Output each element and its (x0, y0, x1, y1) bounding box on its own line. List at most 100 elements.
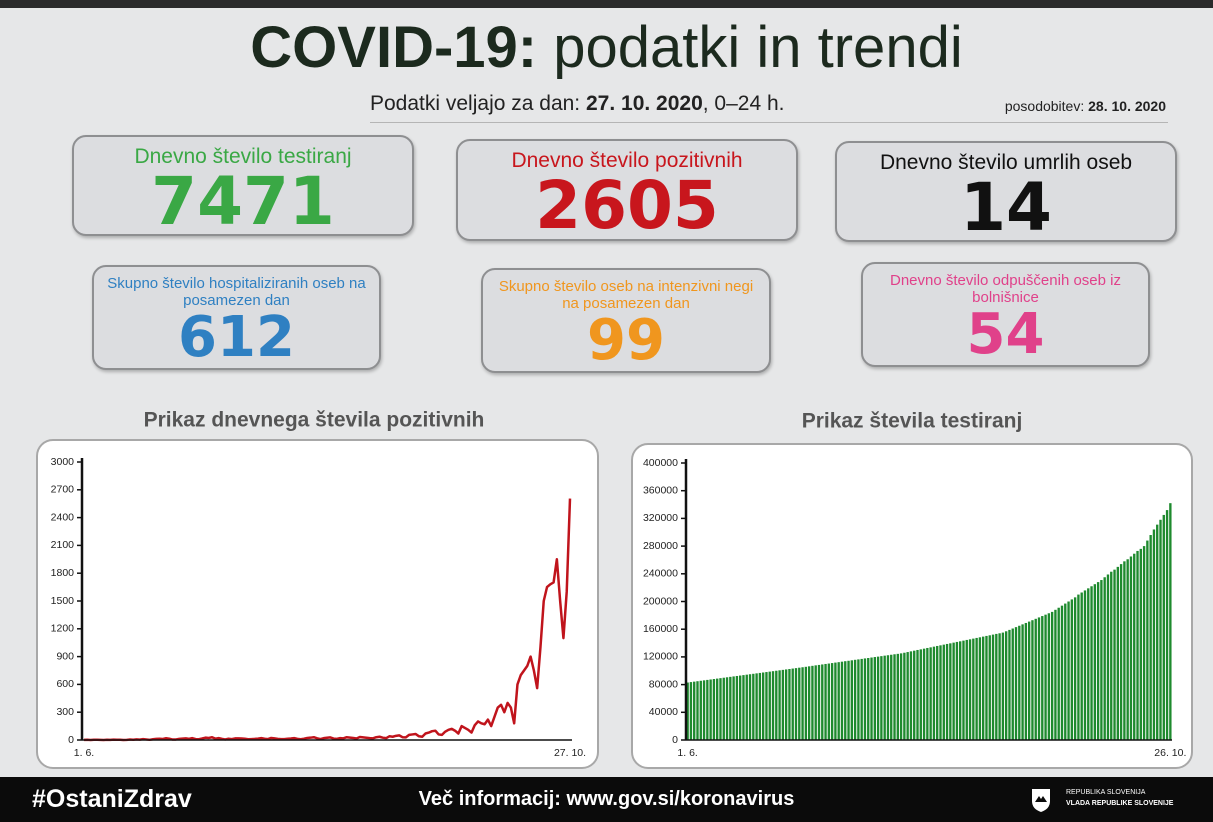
stat-card: Dnevno število testiranj 7471 (72, 135, 414, 236)
bar (706, 679, 709, 740)
stat-label: Skupno število oseb na intenzivni negi n… (498, 278, 754, 313)
bar (873, 657, 876, 740)
bar (1093, 584, 1097, 740)
bar (1037, 617, 1041, 740)
bar (1119, 564, 1123, 740)
bar (1064, 603, 1067, 740)
bar (1027, 621, 1031, 740)
stat-card: Dnevno število pozitivnih 2605 (456, 139, 798, 241)
bar (1087, 588, 1090, 740)
bar (781, 669, 785, 740)
subtitle-prefix: Podatki veljajo za dan: (370, 92, 581, 115)
footer: #OstaniZdrav Več informacij: www.gov.si/… (0, 777, 1213, 822)
y-tick-label: 2700 (51, 484, 75, 496)
bar (844, 661, 847, 740)
bar (739, 675, 742, 740)
bar (1077, 594, 1080, 740)
bar (784, 669, 788, 740)
bar (1152, 529, 1156, 740)
bar (1103, 577, 1106, 740)
bar (903, 652, 906, 740)
y-tick-label: 360000 (643, 484, 678, 496)
bar (919, 649, 922, 740)
bar (985, 635, 988, 740)
title-rest: podatki in trendi (553, 15, 963, 80)
bar (716, 678, 719, 740)
bar (768, 671, 771, 740)
y-tick-label: 400000 (643, 457, 678, 469)
y-tick-label: 2400 (51, 511, 75, 523)
bar (758, 672, 762, 740)
bar (1133, 553, 1136, 740)
bar (1110, 571, 1113, 740)
y-tick-label: 900 (56, 650, 74, 662)
bar (932, 646, 936, 740)
y-tick-label: 160000 (643, 623, 678, 635)
stat-card: Skupno število hospitaliziranih oseb na … (92, 265, 381, 370)
bar (893, 654, 896, 740)
bar (722, 677, 725, 740)
bar (1083, 590, 1087, 740)
bar (1021, 624, 1024, 740)
chart-title: Prikaz števila testiranj (802, 410, 1023, 433)
bar (817, 664, 821, 740)
bar (1073, 597, 1077, 740)
bar (995, 633, 998, 740)
bar (742, 675, 745, 740)
bar (942, 644, 945, 740)
bar (890, 654, 893, 740)
bar (1165, 510, 1169, 740)
bar (929, 647, 932, 740)
bar (853, 659, 857, 740)
bar (962, 640, 965, 740)
bar (729, 676, 732, 740)
title-bold: COVID-19: (250, 15, 538, 80)
y-tick-label: 0 (672, 734, 678, 746)
bar (1146, 540, 1149, 740)
bar (807, 666, 811, 740)
bar (1044, 614, 1047, 740)
bar (959, 641, 962, 740)
bar (1090, 586, 1093, 740)
bar (847, 660, 850, 740)
bar (804, 666, 808, 740)
bar (830, 663, 834, 740)
y-tick-label: 320000 (643, 512, 678, 524)
data-line (83, 498, 572, 742)
bar (840, 661, 844, 740)
bar (794, 668, 798, 740)
bar (755, 673, 758, 740)
bar (1123, 561, 1126, 740)
bar (939, 645, 942, 740)
bar (1142, 546, 1146, 740)
bar (1136, 550, 1139, 740)
bar (765, 672, 768, 740)
bar (1129, 556, 1133, 740)
bar (972, 638, 975, 740)
bar (1139, 548, 1142, 740)
bar (880, 656, 883, 740)
updated-date: 28. 10. 2020 (1088, 98, 1166, 114)
bar (1011, 628, 1014, 740)
bar (863, 658, 867, 740)
divider (370, 122, 1168, 123)
bar (883, 655, 886, 740)
y-tick-label: 80000 (649, 678, 678, 690)
x-tick-label: 1. 6. (677, 747, 697, 759)
bar (916, 649, 919, 740)
bar (791, 668, 794, 740)
subtitle: Podatki veljajo za dan: 27. 10. 2020, 0–… (370, 92, 785, 116)
bar (745, 674, 748, 740)
stat-label: Dnevno število umrlih oseb (879, 151, 1133, 174)
bar (778, 670, 781, 740)
x-tick-label: 27. 10. (554, 747, 586, 759)
chart-title: Prikaz dnevnega števila pozitivnih (144, 409, 485, 432)
stat-value: 2605 (535, 167, 719, 245)
updated-label: posodobitev: (1004, 98, 1085, 114)
bar (1014, 627, 1018, 740)
bar (886, 655, 890, 740)
bar (689, 682, 693, 740)
stat-label: Dnevno število odpuščenih oseb iz bolniš… (890, 272, 1121, 307)
y-tick-label: 1800 (51, 567, 75, 579)
